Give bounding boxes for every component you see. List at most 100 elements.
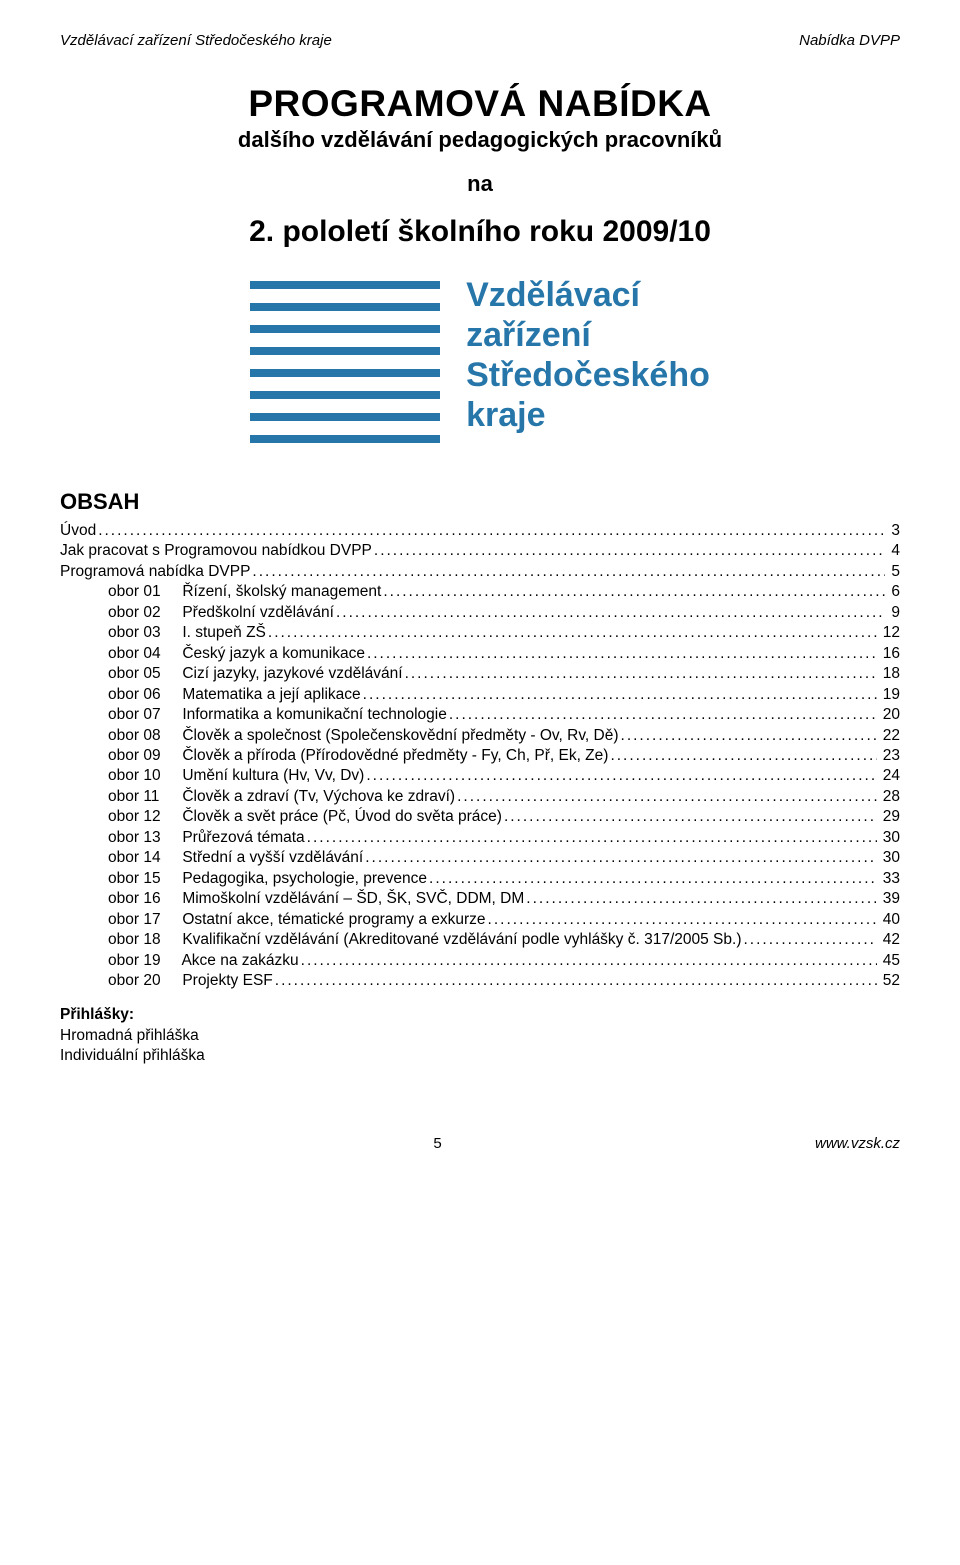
toc-row: obor 13 Průřezová témata 30: [60, 828, 900, 848]
toc-row: obor 10 Umění kultura (Hv, Vv, Dv) 24: [60, 766, 900, 786]
logo: Vzdělávací zařízení Středočeského kraje: [60, 275, 900, 443]
toc-label: obor 19 Akce na zakázku: [108, 951, 299, 971]
toc-prefix: obor 11: [108, 787, 178, 807]
main-title: PROGRAMOVÁ NABÍDKA: [60, 83, 900, 125]
toc-page: 3: [887, 521, 900, 541]
toc-label: obor 10 Umění kultura (Hv, Vv, Dv): [108, 766, 364, 786]
toc-label: obor 11 Člověk a zdraví (Tv, Výchova ke …: [108, 787, 455, 807]
toc-dots: [98, 521, 885, 541]
toc-label: Programová nabídka DVPP: [60, 562, 250, 582]
toc-row: obor 12 Člověk a svět práce (Pč, Úvod do…: [60, 807, 900, 827]
toc-page: 6: [887, 582, 900, 602]
attachments: Přihlášky: Hromadná přihláška Individuál…: [60, 1005, 900, 1066]
toc-label: obor 01 Řízení, školský management: [108, 582, 381, 602]
toc-prefix: obor 18: [108, 930, 178, 950]
toc-row: obor 03 I. stupeň ZŠ 12: [60, 623, 900, 643]
toc-prefix: obor 01: [108, 582, 178, 602]
toc-label: obor 08 Člověk a společnost (Společensko…: [108, 726, 619, 746]
toc-prefix: obor 06: [108, 685, 178, 705]
header-right: Nabídka DVPP: [799, 32, 900, 49]
header-row: Vzdělávací zařízení Středočeského kraje …: [60, 32, 900, 49]
footer: 5 www.vzsk.cz: [60, 1135, 900, 1152]
toc-page: 22: [879, 726, 900, 746]
toc-label: obor 04 Český jazyk a komunikace: [108, 644, 365, 664]
toc-dots: [336, 603, 885, 623]
toc-dots: [383, 582, 885, 602]
toc-page: 12: [879, 623, 900, 643]
toc-page: 18: [879, 664, 900, 684]
toc-dots: [449, 705, 877, 725]
footer-page-number: 5: [60, 1135, 815, 1152]
toc-prefix: obor 14: [108, 848, 178, 868]
toc-row: obor 08 Člověk a společnost (Společensko…: [60, 726, 900, 746]
toc-label: obor 13 Průřezová témata: [108, 828, 305, 848]
toc-prefix: obor 08: [108, 726, 178, 746]
toc-page: 30: [879, 828, 900, 848]
toc-prefix: obor 02: [108, 603, 178, 623]
toc-label: obor 14 Střední a vyšší vzdělávání: [108, 848, 363, 868]
toc-label: obor 15 Pedagogika, psychologie, prevenc…: [108, 869, 427, 889]
toc-page: 28: [879, 787, 900, 807]
toc-label: Úvod: [60, 521, 96, 541]
toc-dots: [307, 828, 877, 848]
attachment-item: Individuální přihláška: [60, 1046, 900, 1066]
toc-page: 29: [879, 807, 900, 827]
toc-label: obor 07 Informatika a komunikační techno…: [108, 705, 447, 725]
toc-page: 39: [879, 889, 900, 909]
toc-label: obor 20 Projekty ESF: [108, 971, 273, 991]
semester-line: 2. pololetí školního roku 2009/10: [60, 215, 900, 249]
toc-dots: [504, 807, 877, 827]
toc-dots: [429, 869, 877, 889]
toc-row: Programová nabídka DVPP 5: [60, 562, 900, 582]
toc-dots: [621, 726, 877, 746]
toc-label: obor 16 Mimoškolní vzdělávání – ŠD, ŠK, …: [108, 889, 524, 909]
toc-prefix: obor 15: [108, 869, 178, 889]
toc-page: 40: [879, 910, 900, 930]
toc-dots: [526, 889, 876, 909]
toc-label: obor 09 Člověk a příroda (Přírodovědné p…: [108, 746, 608, 766]
toc-page: 23: [879, 746, 900, 766]
toc-label: obor 03 I. stupeň ZŠ: [108, 623, 266, 643]
logo-text-line: zařízení: [466, 315, 710, 355]
logo-bar: [250, 303, 440, 311]
toc-page: 20: [879, 705, 900, 725]
toc-row: obor 18 Kvalifikační vzdělávání (Akredit…: [60, 930, 900, 950]
logo-text: Vzdělávací zařízení Středočeského kraje: [466, 275, 710, 435]
toc-prefix: obor 17: [108, 910, 178, 930]
toc-page: 30: [879, 848, 900, 868]
attachments-head: Přihlášky:: [60, 1005, 900, 1025]
toc-dots: [457, 787, 877, 807]
toc-dots: [301, 951, 877, 971]
toc-page: 33: [879, 869, 900, 889]
attachment-item: Hromadná přihláška: [60, 1026, 900, 1046]
toc-label: obor 17 Ostatní akce, tématické programy…: [108, 910, 486, 930]
toc-prefix: obor 10: [108, 766, 178, 786]
toc-dots: [366, 766, 876, 786]
subtitle: dalšího vzdělávání pedagogických pracovn…: [60, 127, 900, 153]
toc-prefix: obor 16: [108, 889, 178, 909]
toc-label: obor 06 Matematika a její aplikace: [108, 685, 361, 705]
footer-url: www.vzsk.cz: [815, 1135, 900, 1152]
toc-row: obor 05 Cizí jazyky, jazykové vzdělávání…: [60, 664, 900, 684]
toc-dots: [374, 541, 885, 561]
toc-prefix: obor 13: [108, 828, 178, 848]
toc-page: 42: [879, 930, 900, 950]
toc-dots: [365, 848, 877, 868]
toc-row: obor 20 Projekty ESF 52: [60, 971, 900, 991]
toc-row: obor 07 Informatika a komunikační techno…: [60, 705, 900, 725]
toc-prefix: obor 12: [108, 807, 178, 827]
toc-page: 19: [879, 685, 900, 705]
title-block: PROGRAMOVÁ NABÍDKA dalšího vzdělávání pe…: [60, 83, 900, 249]
toc-dots: [744, 930, 877, 950]
toc-label: obor 02 Předškolní vzdělávání: [108, 603, 334, 623]
toc-prefix: obor 04: [108, 644, 178, 664]
toc-row: obor 01 Řízení, školský management 6: [60, 582, 900, 602]
logo-bar: [250, 369, 440, 377]
logo-bar: [250, 391, 440, 399]
toc-prefix: obor 20: [108, 971, 178, 991]
toc-page: 24: [879, 766, 900, 786]
toc-dots: [252, 562, 885, 582]
toc-row: obor 14 Střední a vyšší vzdělávání 30: [60, 848, 900, 868]
toc-dots: [367, 644, 877, 664]
toc-page: 5: [887, 562, 900, 582]
